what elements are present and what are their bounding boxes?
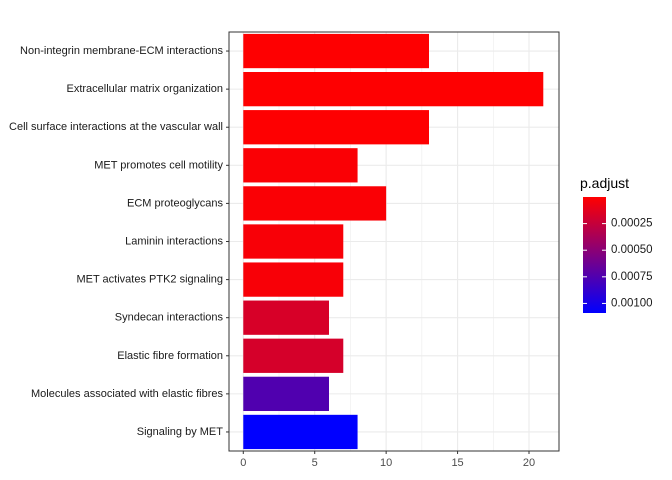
bar xyxy=(243,71,544,107)
y-tick-label: Elastic fibre formation xyxy=(117,350,223,362)
x-tick-label: 0 xyxy=(240,457,246,469)
y-tick-label: Laminin interactions xyxy=(125,236,223,248)
legend-colorbar xyxy=(583,197,606,313)
x-tick-label: 20 xyxy=(523,457,535,469)
bar xyxy=(243,110,429,145)
x-tick-label: 5 xyxy=(312,457,318,469)
bar xyxy=(243,376,329,412)
x-tick-label: 10 xyxy=(380,457,392,469)
bar xyxy=(243,33,429,69)
y-tick-label: Extracellular matrix organization xyxy=(66,83,223,95)
legend-tick-label: 0.00050 xyxy=(611,244,653,256)
bar xyxy=(243,300,329,335)
y-axis: Non-integrin membrane-ECM interactions Ex… xyxy=(9,45,229,438)
x-axis: 0 5 10 15 20 xyxy=(240,451,535,469)
bar xyxy=(243,338,344,373)
y-tick-label: Syndecan interactions xyxy=(115,312,224,324)
legend-tick-label: 0.00100 xyxy=(611,297,653,309)
bars xyxy=(243,33,544,450)
y-tick-label: Cell surface interactions at the vascula… xyxy=(9,121,223,133)
bar xyxy=(243,414,358,450)
bar xyxy=(243,224,344,259)
y-tick-label: Signaling by MET xyxy=(137,426,223,438)
y-tick-label: Molecules associated with elastic fibres xyxy=(31,388,223,400)
bar xyxy=(243,262,344,297)
y-tick-label: ECM proteoglycans xyxy=(127,197,223,209)
legend-title: p.adjust xyxy=(580,175,629,191)
y-tick-label: Non-integrin membrane-ECM interactions xyxy=(20,45,223,57)
y-tick-label: MET promotes cell motility xyxy=(94,159,223,171)
legend: p.adjust 0.00025 0.00050 0.00075 0.00100 xyxy=(580,175,653,313)
bar xyxy=(243,148,358,183)
legend-tick-label: 0.00025 xyxy=(611,218,653,230)
y-tick-label: MET activates PTK2 signaling xyxy=(76,274,223,286)
bar xyxy=(243,186,387,221)
legend-tick-label: 0.00075 xyxy=(611,271,653,283)
x-tick-label: 15 xyxy=(451,457,463,469)
